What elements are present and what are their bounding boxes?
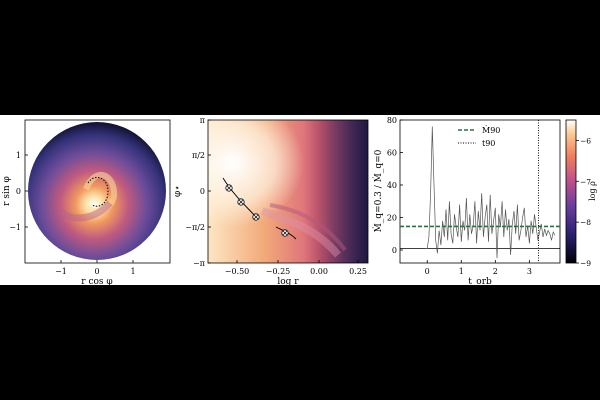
panel-a-xtick: −1 (55, 267, 67, 276)
panel-c-ytick: 0 (392, 246, 397, 255)
colorbar-label: log ρ (588, 181, 597, 201)
panel-a-xlabel: r cos φ (81, 277, 112, 285)
panel-a-disk-map (24, 119, 171, 264)
colorbar-tick: −9 (580, 259, 591, 268)
panel-b-ytick: 0 (200, 187, 205, 196)
panel-c-xtick: 0 (425, 267, 430, 276)
legend: Ṁ90 t90 (458, 126, 500, 148)
panel-a-xtick: 0 (94, 267, 99, 276)
panel-c-ylabel: Ṁ_q=0.3 / Ṁ_q=0 (372, 149, 384, 232)
panel-a-ytick: 1 (16, 151, 21, 160)
panel-b-ytick: −π (193, 259, 205, 268)
panel-b-xtick: −0.25 (266, 267, 291, 276)
panel-a-ytick: 0 (16, 187, 21, 196)
panel-c-xtick: 2 (493, 267, 498, 276)
panel-b-xtick: −0.50 (225, 267, 250, 276)
panel-b-axes: −0.50 −0.25 0.00 0.25 π π/2 0 −π/2 −π lo… (173, 116, 369, 287)
panel-b-ytick: π (200, 116, 205, 125)
panel-c-frame (399, 119, 561, 264)
colorbar: −6 −7 −8 −9 log ρ (565, 119, 597, 268)
panel-a-ytick: −1 (9, 223, 21, 232)
panel-b-ytick: −π/2 (185, 223, 205, 232)
panel-a-xtick: 1 (130, 267, 135, 276)
legend-mdot90-label: Ṁ90 (482, 126, 500, 135)
panel-b-xtick: 0.00 (310, 267, 328, 276)
panel-b-ylabel: φ⋆ (173, 185, 183, 197)
panel-c-chart: 0 1 2 3 0 20 40 60 80 Ṁ90 t90 t_orb Ṁ_q=0.3 / Ṁ_… (372, 116, 561, 287)
panel-a-ylabel: r sin φ (2, 176, 12, 206)
ratio-series-line (425, 126, 556, 259)
panel-b-xlabel: log r (277, 277, 299, 285)
panel-c-xtick: 1 (459, 267, 464, 276)
panel-c-ytick: 20 (387, 214, 397, 223)
legend-t90-label: t90 (482, 139, 495, 148)
figure: −1 0 1 1 0 −1 r cos φ r sin φ (0, 115, 600, 287)
panel-c-xtick: 3 (527, 267, 532, 276)
panel-a-axes: −1 0 1 1 0 −1 r cos φ r sin φ (2, 151, 136, 287)
colorbar-gradient (565, 119, 577, 264)
panel-b-xtick: 0.25 (349, 267, 367, 276)
colorbar-tick: −6 (580, 136, 591, 145)
panel-c-ytick: 80 (387, 116, 397, 125)
panel-c-xlabel: t_orb (468, 277, 492, 285)
colorbar-tick: −8 (580, 218, 591, 227)
panel-b-density-map (208, 120, 368, 263)
colorbar-tick: −7 (580, 177, 591, 186)
panel-b-markers (225, 184, 289, 237)
panel-a-dotted-orbit (87, 176, 109, 207)
panel-c-ytick: 60 (387, 149, 397, 158)
panel-b-ytick: π/2 (192, 151, 205, 160)
panel-c-ytick: 40 (387, 181, 397, 190)
